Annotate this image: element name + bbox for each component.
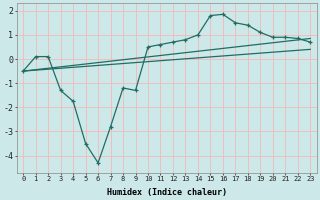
X-axis label: Humidex (Indice chaleur): Humidex (Indice chaleur) xyxy=(107,188,227,197)
